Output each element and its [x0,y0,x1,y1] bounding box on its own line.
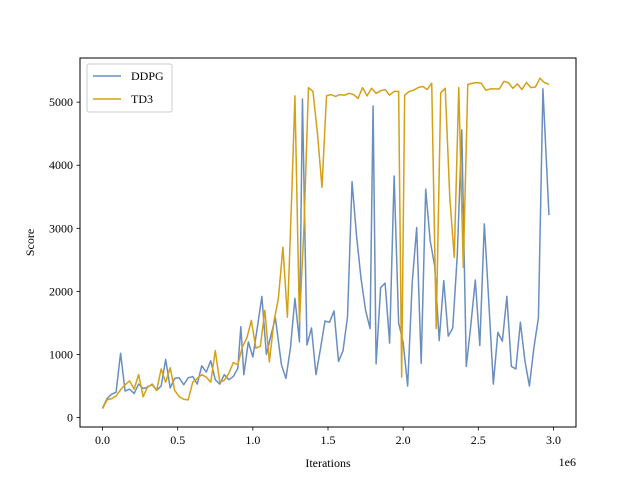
x-tick-label: 1.0 [245,433,260,447]
y-axis-label: Score [23,229,37,256]
y-tick-label: 3000 [49,221,73,235]
x-tick-label: 1.5 [321,433,336,447]
x-tick-label: 2.5 [471,433,486,447]
series-line-ddpg [101,88,550,409]
legend-label-ddpg: DDPG [131,69,164,83]
y-tick-label: 2000 [49,284,73,298]
y-tick-label: 1000 [49,347,73,361]
x-axis-offset-label: 1e6 [559,455,576,469]
y-tick-label: 4000 [49,158,73,172]
x-axis-label: Iterations [305,456,351,470]
y-tick-label: 5000 [49,95,73,109]
x-tick-label: 0.0 [95,433,110,447]
legend: DDPG TD3 [86,63,173,113]
x-tick-label: 3.0 [546,433,561,447]
series-layer [101,77,550,410]
x-tick-label: 2.0 [396,433,411,447]
legend-label-td3: TD3 [131,92,153,106]
series-line-td3 [101,77,550,410]
plot-frame [79,57,577,428]
x-tick-label: 0.5 [170,433,185,447]
ticks-layer: 0.0 0.5 1.0 1.5 2.0 2.5 3.0 0 1000 2000 3000 4000 50… [49,95,561,447]
y-tick-label: 0 [67,411,73,425]
